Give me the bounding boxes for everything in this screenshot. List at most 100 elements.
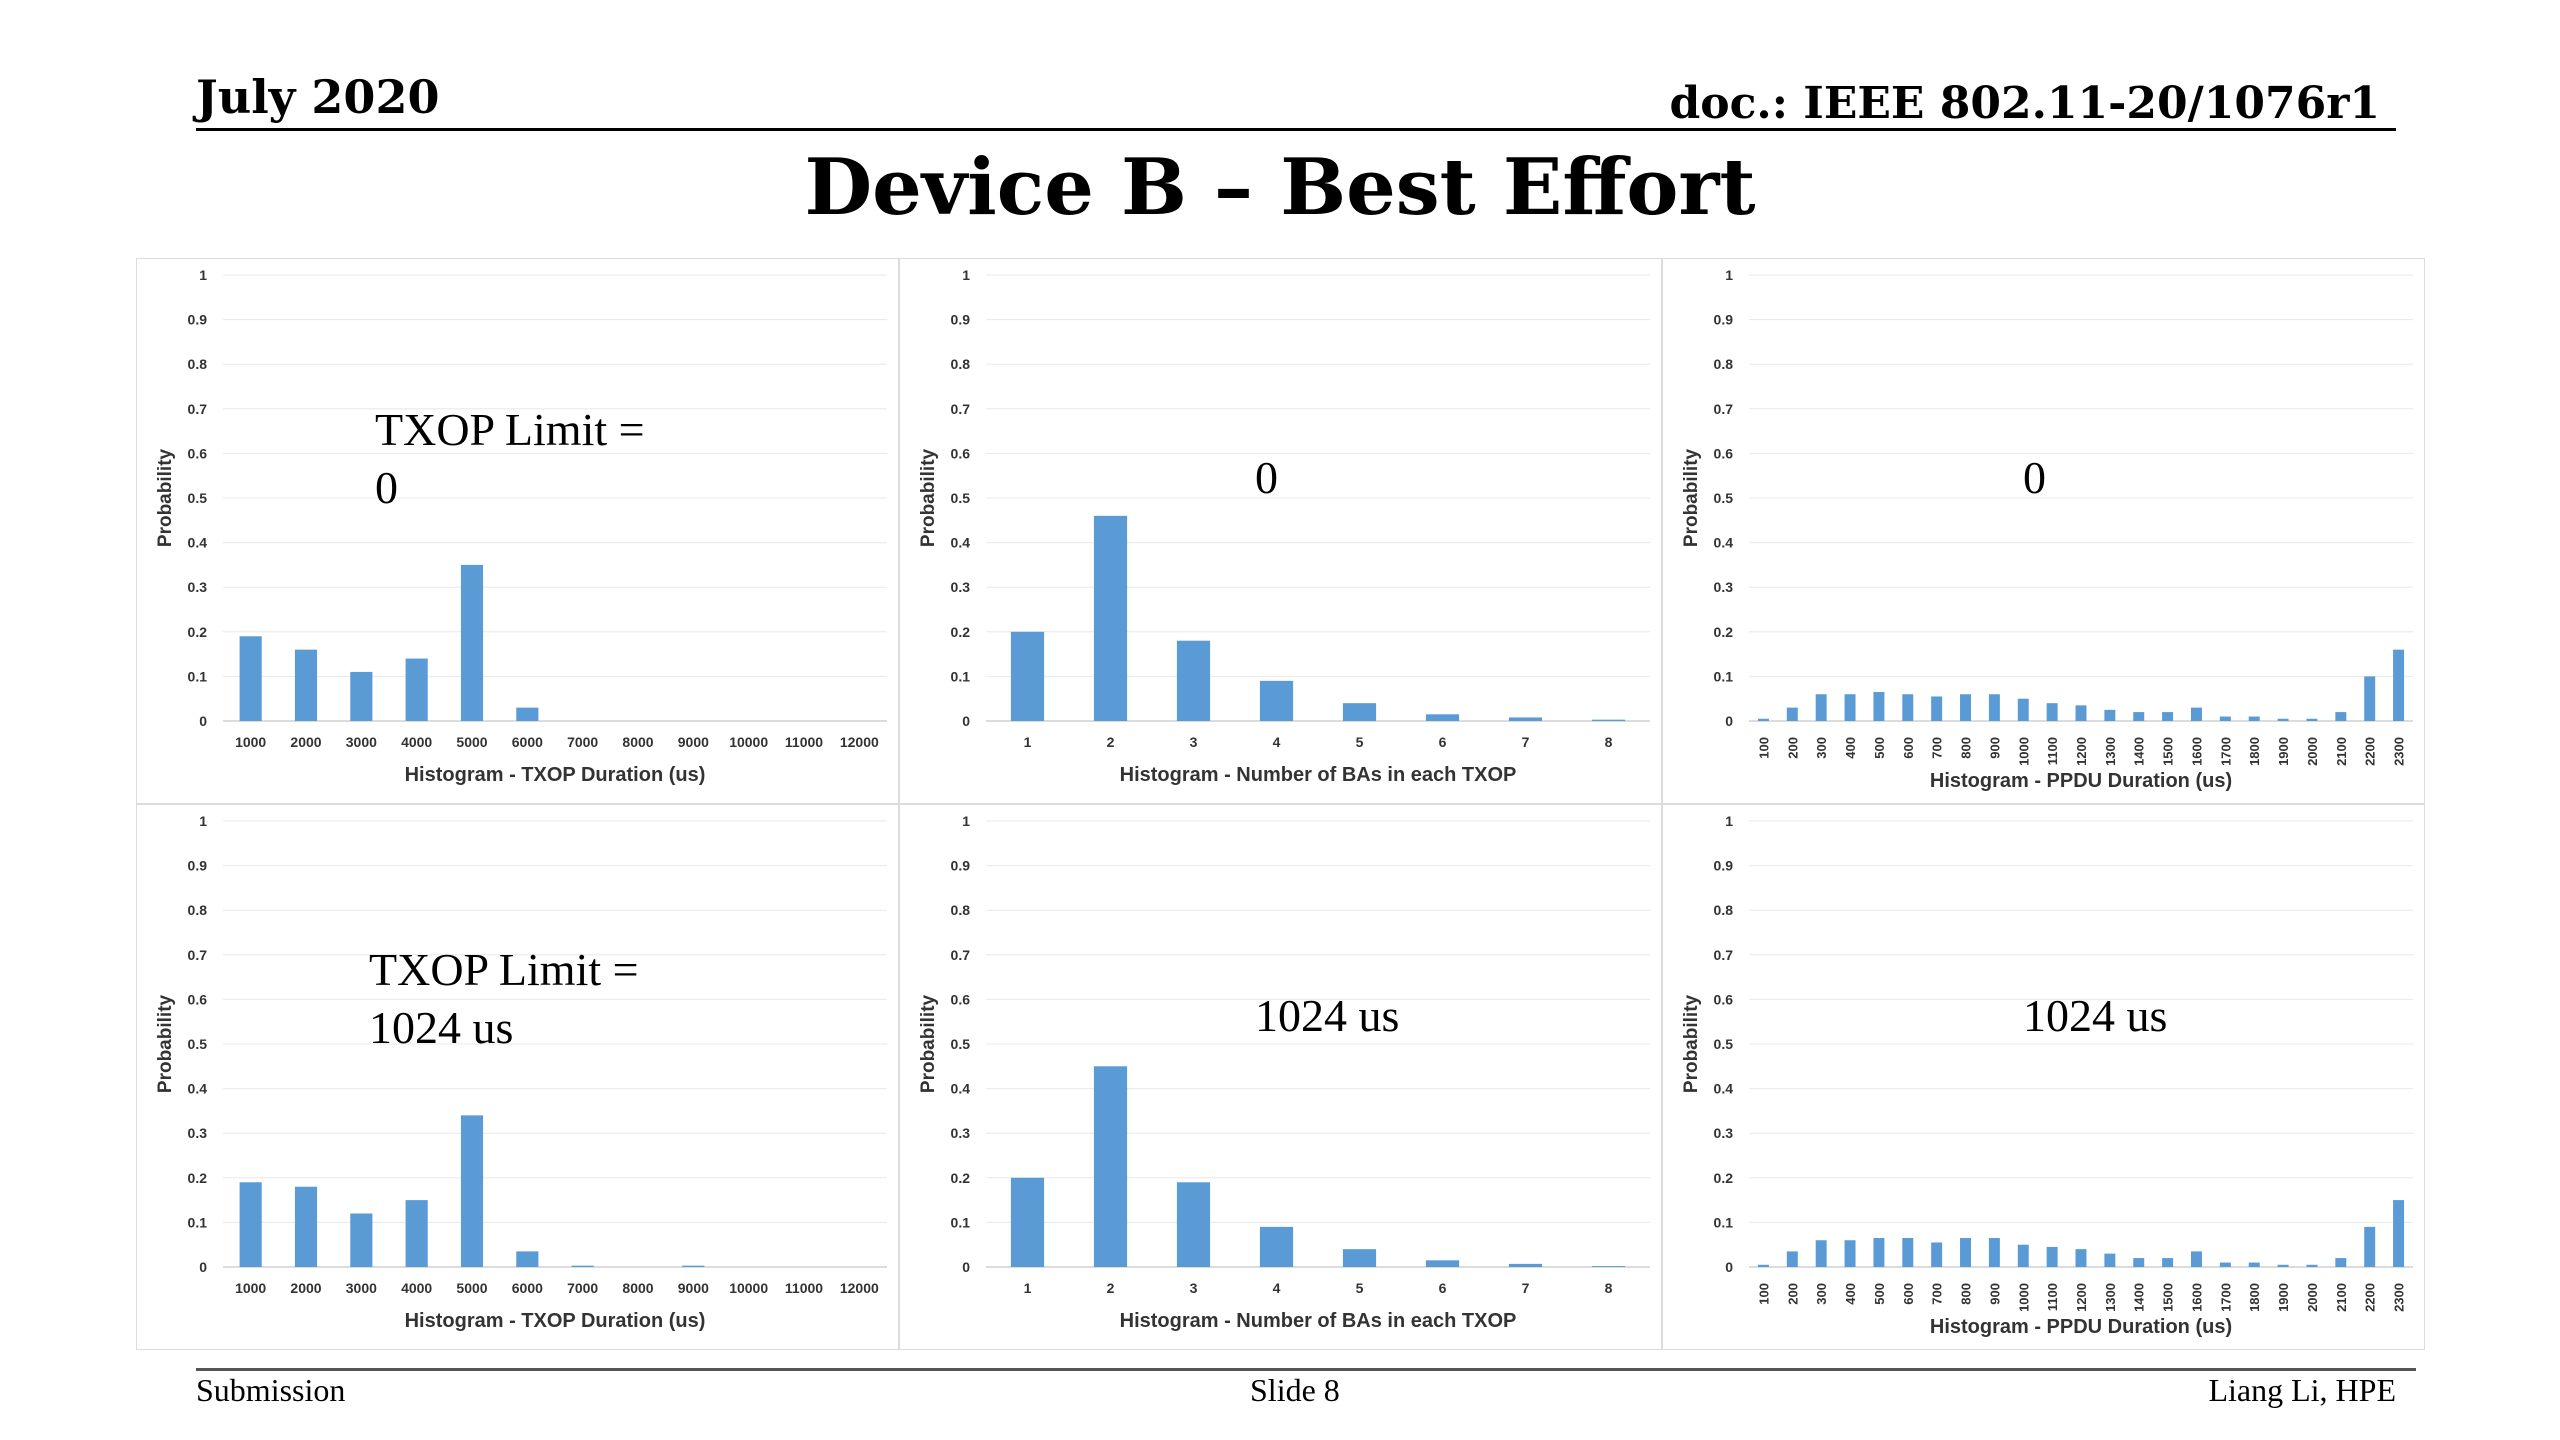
bar xyxy=(2393,1200,2405,1267)
y-tick-label: 0.8 xyxy=(951,902,971,918)
bar xyxy=(1176,640,1211,721)
y-tick-label: 0.8 xyxy=(1714,356,1734,372)
chart-5-svg: 0 0.1 0.2 0.3 0.4 0.5 0.6 0.7 0.8 0.9 1 1 2 3 4 5 6 7 8 His… xyxy=(918,813,1650,1332)
y-tick-label: 0.8 xyxy=(188,356,208,372)
x-tick-label: 6 xyxy=(1439,734,1447,750)
y-tick-label: 0.7 xyxy=(1714,401,1734,417)
x-tick-label: 5 xyxy=(1356,734,1364,750)
x-tick-label: 1700 xyxy=(2218,737,2233,766)
x-tick-label: 1200 xyxy=(2074,1283,2089,1312)
x-tick-label: 400 xyxy=(1843,1283,1858,1305)
y-tick-label: 1 xyxy=(199,813,207,829)
x-tick-label: 3000 xyxy=(346,1280,377,1296)
chart-1-annotation: TXOP Limit = 0 xyxy=(375,401,645,517)
chart-3-annotation-line-1: 0 xyxy=(2023,452,2046,503)
x-axis-label: Histogram - Number of BAs in each TXOP xyxy=(1120,764,1517,786)
x-tick-label: 900 xyxy=(1987,1283,2002,1305)
x-tick-label: 1600 xyxy=(2189,737,2204,766)
x-tick-label: 400 xyxy=(1843,737,1858,759)
x-tick-label: 1800 xyxy=(2247,1283,2262,1312)
chart-panel-4: 0 0.1 0.2 0.3 0.4 0.5 0.6 0.7 0.8 0.9 1 1000 2000 300… xyxy=(136,804,899,1350)
x-tick-label: 11000 xyxy=(785,1280,823,1296)
y-tick-label: 0 xyxy=(1725,713,1733,729)
y-axis-label: Probability xyxy=(1681,448,1702,547)
bar xyxy=(516,707,539,721)
bar xyxy=(2248,716,2260,721)
header-date: July 2020 xyxy=(196,70,440,124)
y-tick-label: 0 xyxy=(199,713,207,729)
y-tick-label: 0.8 xyxy=(188,902,208,918)
bar xyxy=(1342,1249,1377,1267)
bar xyxy=(2075,1249,2087,1267)
chart-4-annotation: TXOP Limit = 1024 us xyxy=(369,941,639,1057)
y-tick-label: 0.9 xyxy=(188,312,208,328)
y-tick-label: 0.3 xyxy=(188,1125,208,1141)
x-tick-label: 9000 xyxy=(678,1280,709,1296)
x-tick-label: 1900 xyxy=(2276,1283,2291,1312)
y-tick-label: 0.8 xyxy=(1714,902,1734,918)
y-tick-label: 1 xyxy=(962,813,970,829)
x-tick-label: 1 xyxy=(1024,734,1032,750)
bar xyxy=(1508,1263,1543,1267)
y-tick-label: 0.9 xyxy=(951,858,971,874)
bar xyxy=(2335,712,2347,721)
header-doc-id: doc.: IEEE 802.11-20/1076r1 xyxy=(1669,78,2380,129)
x-axis-label: Histogram - PPDU Duration (us) xyxy=(1930,1316,2232,1338)
x-tick-label: 2 xyxy=(1107,734,1115,750)
bar xyxy=(1873,692,1885,721)
x-tick-label: 500 xyxy=(1872,737,1887,759)
y-axis-label: Probability xyxy=(155,448,176,547)
bar xyxy=(1259,1226,1294,1267)
bar xyxy=(2219,1262,2231,1267)
x-tick-label: 5 xyxy=(1356,1280,1364,1296)
y-axis-label: Probability xyxy=(155,994,176,1093)
footer-slide-number: Slide 8 xyxy=(1250,1372,1340,1408)
chart-2-svg: 0 0.1 0.2 0.3 0.4 0.5 0.6 0.7 0.8 0.9 1 1 2 3 4 5 6 7 8 His… xyxy=(918,267,1650,786)
y-tick-label: 0.2 xyxy=(188,624,208,640)
x-tick-label: 2000 xyxy=(2305,737,2320,766)
bar xyxy=(1960,694,1972,721)
y-tick-label: 0 xyxy=(962,1259,970,1275)
x-axis-label: Histogram - Number of BAs in each TXOP xyxy=(1120,1310,1517,1332)
y-tick-label: 0.1 xyxy=(188,668,208,684)
y-tick-label: 0.4 xyxy=(188,1081,208,1097)
x-tick-label: 4000 xyxy=(401,734,432,750)
bar xyxy=(1425,1260,1460,1267)
x-tick-label: 2100 xyxy=(2334,1283,2349,1312)
x-tick-label: 700 xyxy=(1930,1283,1945,1305)
y-tick-label: 0.5 xyxy=(1714,1036,1734,1052)
x-tick-label: 200 xyxy=(1785,1283,1800,1305)
bar xyxy=(2133,1258,2145,1267)
x-tick-label: 700 xyxy=(1930,737,1945,759)
bar xyxy=(2046,703,2058,721)
chart-4-annotation-line-2: 1024 us xyxy=(369,1002,514,1053)
x-tick-label: 200 xyxy=(1785,737,1800,759)
x-tick-label: 1 xyxy=(1024,1280,1032,1296)
x-tick-label: 7 xyxy=(1522,1280,1530,1296)
bar xyxy=(2306,1264,2318,1267)
bar xyxy=(1010,1177,1045,1267)
y-tick-label: 0.2 xyxy=(1714,624,1734,640)
y-tick-label: 0.4 xyxy=(1714,535,1734,551)
x-tick-label: 300 xyxy=(1814,737,1829,759)
y-tick-label: 1 xyxy=(1725,267,1733,283)
chart-1-annotation-line-1: TXOP Limit = xyxy=(375,404,645,455)
y-tick-label: 0.1 xyxy=(1714,1214,1734,1230)
x-tick-label: 6000 xyxy=(512,734,543,750)
x-tick-label: 8 xyxy=(1605,1280,1613,1296)
x-tick-label: 2100 xyxy=(2334,737,2349,766)
bar xyxy=(350,1213,373,1267)
x-axis-label: Histogram - TXOP Duration (us) xyxy=(405,1310,706,1332)
chart-panel-1: 0 0.1 0.2 0.3 0.4 0.5 0.6 0.7 0.8 0.9 1 1000 2000 300… xyxy=(136,258,899,804)
bar xyxy=(1988,1238,2000,1267)
x-tick-label: 3 xyxy=(1190,734,1198,750)
bar xyxy=(1591,719,1626,721)
bar xyxy=(2393,649,2405,721)
bar xyxy=(2306,718,2318,721)
y-tick-label: 0.8 xyxy=(951,356,971,372)
y-tick-label: 1 xyxy=(962,267,970,283)
bar xyxy=(1844,694,1856,721)
